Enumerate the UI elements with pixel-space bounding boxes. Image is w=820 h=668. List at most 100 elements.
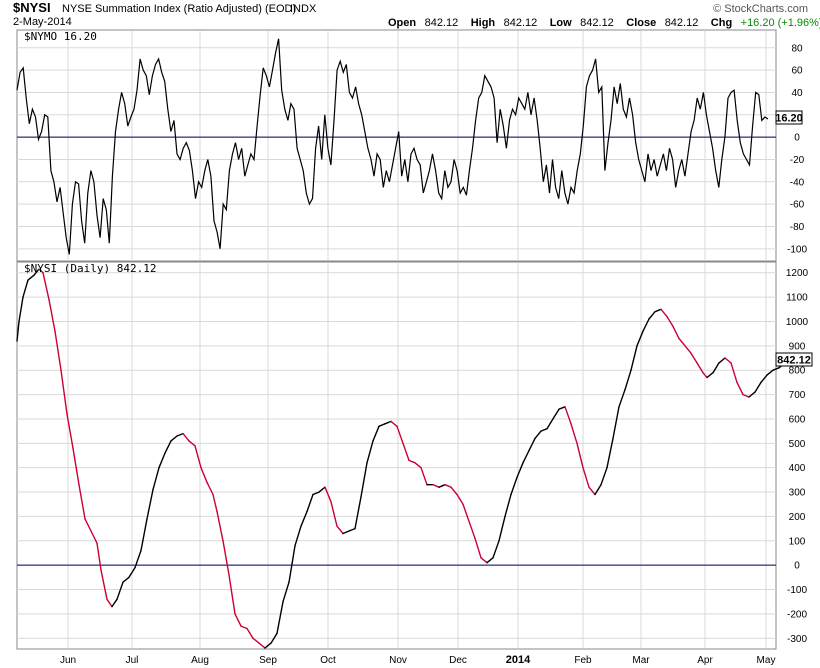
nysi-series-segment bbox=[474, 537, 482, 559]
nysi-series-segment bbox=[276, 601, 284, 635]
chg-label: Chg bbox=[711, 17, 732, 29]
nymo-last-value: 16.20 bbox=[775, 113, 803, 125]
nysi-series-segment bbox=[712, 362, 720, 374]
nysi-series-segment bbox=[212, 493, 218, 513]
y-tick-label: 400 bbox=[789, 463, 806, 474]
nysi-series-segment bbox=[216, 510, 224, 542]
nysi-series-segment bbox=[432, 484, 440, 488]
nysi-series-segment bbox=[570, 423, 578, 444]
nysi-series-segment bbox=[624, 369, 632, 391]
nysi-series-segment bbox=[188, 440, 196, 447]
tick-layer: 806040200-20-40-60-80-100120011001000900… bbox=[786, 43, 809, 644]
nysi-series-segment bbox=[194, 445, 202, 469]
nysi-series-segment bbox=[312, 491, 320, 496]
nysi-series-segment bbox=[642, 318, 650, 332]
zero-layer bbox=[17, 136, 776, 566]
x-tick-label: Jun bbox=[60, 655, 76, 666]
nysi-series-segment bbox=[450, 486, 458, 496]
nysi-series-segment bbox=[294, 525, 302, 547]
nysi-series-segment bbox=[158, 452, 166, 469]
nysi-series-segment bbox=[444, 484, 452, 488]
nysi-series-segment bbox=[318, 486, 326, 493]
y-tick-label: 500 bbox=[789, 439, 806, 450]
nysi-series-segment bbox=[582, 467, 590, 488]
y-tick-label: 200 bbox=[789, 512, 806, 523]
nysi-series-segment bbox=[206, 481, 214, 496]
nysi-series-segment bbox=[706, 372, 714, 379]
nysi-series-segment bbox=[534, 430, 542, 440]
y-tick-label: -20 bbox=[790, 155, 805, 166]
y-tick-label: -40 bbox=[790, 177, 805, 188]
nysi-series-segment bbox=[38, 268, 44, 274]
nysi-series-segment bbox=[300, 510, 308, 527]
nysi-series-segment bbox=[96, 542, 102, 571]
nysi-series-segment bbox=[510, 476, 518, 496]
nysi-series-segment bbox=[730, 362, 738, 384]
close-value: 842.12 bbox=[665, 17, 699, 29]
nysi-series-segment bbox=[306, 493, 314, 513]
nysi-series-segment bbox=[116, 581, 124, 600]
ohlc-readout: Open 842.12 High 842.12 Low 842.12 Close… bbox=[388, 13, 820, 30]
x-tick-label: Feb bbox=[574, 655, 592, 666]
nysi-series-segment bbox=[84, 518, 92, 532]
nysi-series-segment bbox=[270, 632, 278, 644]
nysi-series-segment bbox=[456, 493, 464, 505]
nysi-series-segment bbox=[228, 574, 236, 615]
symbol-title: $NYSI bbox=[13, 0, 51, 15]
y-tick-label: 0 bbox=[794, 133, 800, 144]
nysi-series-segment bbox=[462, 503, 470, 522]
nysi-series-segment bbox=[324, 486, 332, 503]
nysi-series-segment bbox=[654, 308, 662, 313]
nysi-series-segment bbox=[748, 391, 756, 398]
y-tick-label: -60 bbox=[790, 200, 805, 211]
nysi-series-segment bbox=[754, 381, 762, 393]
nysi-legend: $NYSI (Daily) 842.12 bbox=[24, 262, 156, 275]
nysi-series-segment bbox=[666, 315, 674, 328]
x-tick-label: 2014 bbox=[506, 654, 531, 666]
nysi-series-segment bbox=[252, 637, 260, 644]
nysi-series-segment bbox=[390, 420, 398, 427]
nysi-series-segment bbox=[564, 406, 572, 425]
y-tick-label: 700 bbox=[789, 390, 806, 401]
month-layer: Jun Jul Aug Sep Oct Nov Dec 2014 Feb Mar Apr May bbox=[60, 654, 776, 666]
nysi-series-segment bbox=[528, 437, 536, 452]
nysi-series-segment bbox=[106, 598, 113, 608]
y-tick-label: 1100 bbox=[786, 293, 808, 304]
nysi-series-segment bbox=[736, 381, 744, 396]
nysi-series-segment bbox=[182, 432, 190, 442]
nysi-series-segment bbox=[282, 581, 290, 603]
nysi-series-segment bbox=[170, 435, 178, 442]
nysi-series-segment bbox=[164, 440, 172, 454]
nysi-series-segment bbox=[348, 527, 356, 532]
y-tick-label: -100 bbox=[787, 244, 807, 255]
x-tick-label: Mar bbox=[632, 655, 650, 666]
high-value: 842.12 bbox=[504, 17, 538, 29]
nysi-series-segment bbox=[288, 545, 296, 583]
x-tick-label: Dec bbox=[449, 655, 467, 666]
nysi-series-segment bbox=[360, 462, 368, 498]
nysi-series-segment bbox=[522, 449, 530, 464]
nysi-series-segment bbox=[766, 369, 774, 376]
nysi-series-segment bbox=[146, 488, 154, 520]
nysi-series-segment bbox=[78, 484, 86, 520]
y-tick-label: -300 bbox=[787, 634, 807, 645]
nysi-series-segment bbox=[384, 420, 392, 425]
nysi-series-segment bbox=[660, 308, 668, 318]
y-tick-label: 40 bbox=[791, 88, 803, 99]
nysi-series-segment bbox=[678, 337, 686, 347]
nysi-series-segment bbox=[696, 362, 704, 374]
nysi-series-segment bbox=[54, 330, 62, 371]
nysi-series-segment bbox=[336, 525, 344, 535]
nysi-series-segment bbox=[22, 279, 29, 298]
nymo-series-line bbox=[16, 38, 769, 255]
x-tick-label: Apr bbox=[697, 655, 713, 666]
nysi-series-segment bbox=[111, 598, 118, 608]
nysi-series-segment bbox=[128, 566, 136, 578]
nysi-series-segment bbox=[594, 484, 602, 496]
close-label: Close bbox=[626, 17, 656, 29]
x-tick-label: Aug bbox=[191, 655, 209, 666]
y-tick-label: 100 bbox=[789, 536, 806, 547]
nysi-series-segment bbox=[648, 311, 656, 320]
nysi-series-segment bbox=[234, 613, 242, 627]
